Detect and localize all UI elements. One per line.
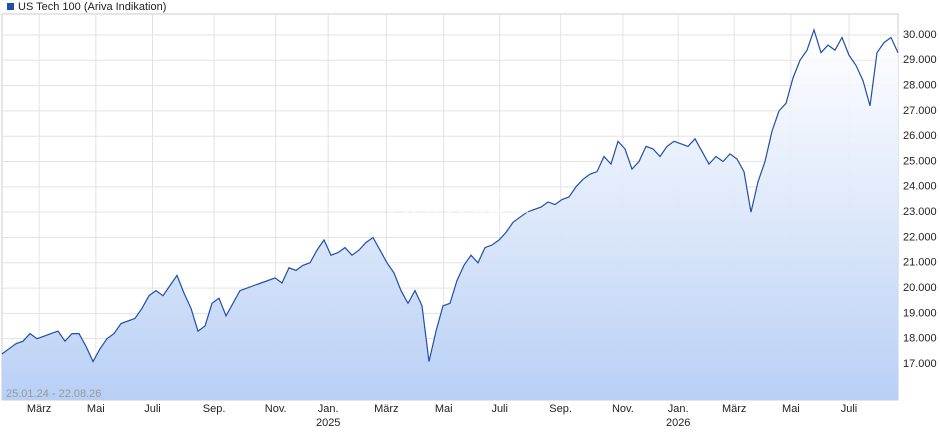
- date-range: 25.01.24 - 22.08.26: [6, 388, 101, 400]
- y-tick-label: 23.000: [903, 206, 937, 218]
- y-tick-label: 24.000: [903, 181, 937, 193]
- y-tick-label: 17.000: [903, 358, 937, 370]
- y-tick-label: 29.000: [903, 54, 937, 66]
- x-tick-label: Juli: [491, 403, 508, 415]
- y-tick-label: 25.000: [903, 155, 937, 167]
- chart-title: US Tech 100 (Ariva Indikation): [18, 1, 166, 13]
- x-tick-label: Sep.: [203, 403, 226, 415]
- y-tick-label: 22.000: [903, 231, 937, 243]
- y-tick-label: 21.000: [903, 257, 937, 269]
- line: [1, 27, 899, 363]
- y-tick-label: 27.000: [903, 105, 937, 117]
- y-tick-label: 20.000: [903, 282, 937, 294]
- x-tick-label: Mai: [782, 403, 800, 415]
- watermark: ARIVA.DE: [388, 187, 531, 220]
- x-tick-label: Sep.: [549, 403, 572, 415]
- x-tick-label: Jan.: [668, 403, 689, 415]
- x-year-label: 2025: [316, 417, 340, 429]
- x-tick-label: Juli: [841, 403, 858, 415]
- x-tick-label: März: [722, 403, 746, 415]
- y-tick-label: 19.000: [903, 307, 937, 319]
- x-tick-label: Mai: [87, 403, 105, 415]
- x-tick-label: Mai: [435, 403, 453, 415]
- y-tick-label: 28.000: [903, 80, 937, 92]
- y-tick-label: 18.000: [903, 333, 937, 345]
- x-tick-label: Nov.: [612, 403, 634, 415]
- y-tick-label: 30.000: [903, 29, 937, 41]
- x-tick-label: Nov.: [265, 403, 287, 415]
- x-tick-label: März: [374, 403, 398, 415]
- y-tick-label: 26.000: [903, 130, 937, 142]
- x-tick-label: Juli: [144, 403, 161, 415]
- x-year-label: 2026: [666, 417, 690, 429]
- x-tick-label: März: [27, 403, 51, 415]
- x-tick-label: Jan.: [318, 403, 339, 415]
- area: [2, 29, 898, 401]
- legend-swatch: [7, 3, 14, 10]
